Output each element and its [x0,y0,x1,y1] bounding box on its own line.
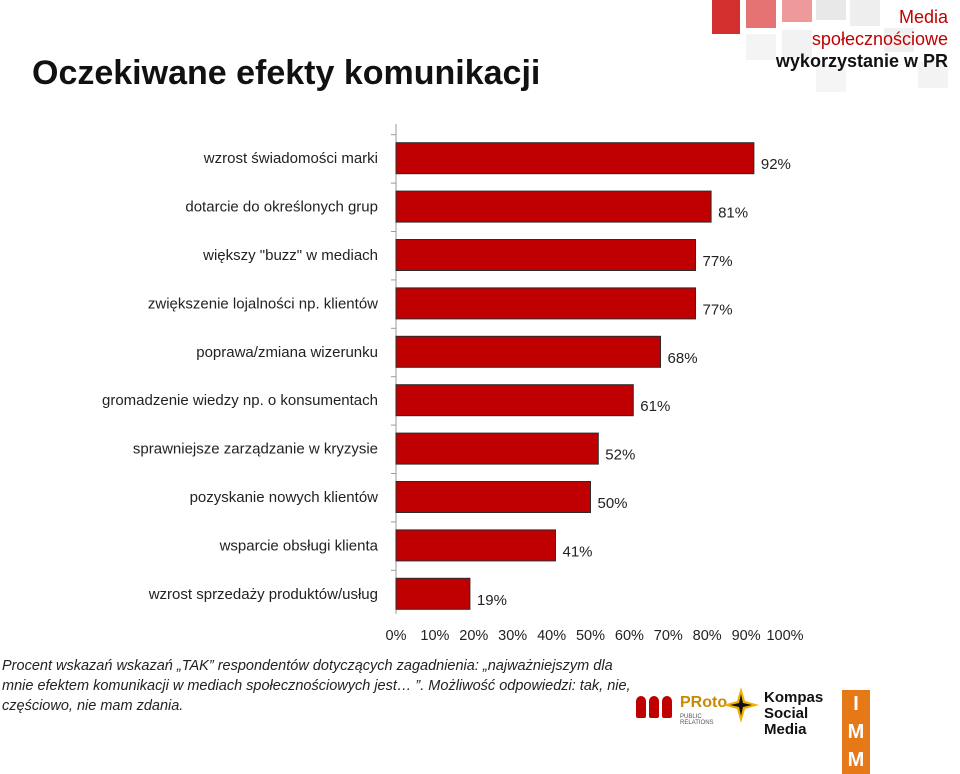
category-label: sprawniejsze zarządzanie w kryzysie [133,441,378,458]
value-label: 68% [668,350,698,367]
bar [395,481,591,513]
value-label: 41% [562,543,592,560]
decor-square [712,0,740,34]
brand-line-2: społecznościowe [811,29,948,49]
decor-square [884,28,914,52]
x-tick-label: 90% [732,628,761,644]
bar [395,239,697,271]
x-tick-label: 70% [654,628,683,644]
decor-square [816,0,846,20]
bar [395,190,712,223]
x-tick-label: 40% [537,628,566,644]
imm-logo: IMM [842,690,872,774]
chart-caption: Procent wskazań wskazań „TAK” respondent… [2,658,631,714]
person-icon [636,696,646,718]
value-label: 77% [703,301,733,318]
kompas-logo-text: Kompas Social Media [764,690,852,738]
person-icon [662,696,672,718]
x-tick-label: 80% [693,628,722,644]
kompas-logo-line1: Kompas [764,689,824,706]
value-label: 19% [477,592,507,609]
decor-square [782,30,812,58]
bar [395,384,634,417]
page-title: Oczekiwane efekty komunikacji [32,54,541,92]
value-label: 50% [598,495,628,512]
compass-star-icon [723,687,759,723]
decor-square [918,62,948,88]
decor-square [782,0,812,22]
value-label: 77% [703,253,733,270]
bar [395,577,471,610]
x-tick-label: 100% [766,628,803,644]
category-label: większy "buzz" w mediach [202,247,378,264]
bar [395,432,599,465]
imm-logo-letter: I [842,690,870,718]
decor-square [746,34,776,60]
value-label: 81% [718,205,748,222]
bar-chart: wzrost świadomości marki 92% dotarcie do o… [102,124,804,644]
x-tick-label: 50% [576,628,605,644]
category-label: gromadzenie wiedzy np. o konsumentach [102,392,378,409]
value-label: 52% [605,447,635,464]
decor-square [746,0,776,28]
x-tick-label: 0% [386,628,407,644]
bar [395,287,697,320]
category-label: wzrost sprzedaży produktów/usług [148,586,378,603]
x-tick-label: 60% [615,628,644,644]
kompas-logo-line2: Social Media [764,705,809,738]
category-label: dotarcie do określonych grup [185,199,378,216]
x-tick-label: 30% [498,628,527,644]
category-label: wzrost świadomości marki [203,150,378,167]
x-tick-label: 20% [459,628,488,644]
imm-logo-letter: M [842,718,870,746]
kompas-logo: Kompas Social Media [722,686,852,738]
brand-line-1: Media [898,7,948,27]
proto-logo-text: PRoto [680,694,728,711]
x-tick-label: 10% [420,628,449,644]
bar [395,529,556,562]
brand-header: Media społecznościowe wykorzystanie w PR [776,6,948,72]
proto-logo: PRoto PUBLIC RELATIONS [636,688,727,726]
decor-square [850,0,880,26]
imm-logo-letter: M [842,746,870,774]
category-label: wsparcie obsługi klienta [219,537,379,554]
proto-logo-subtext: PUBLIC RELATIONS [680,714,714,726]
decor-square [816,64,846,92]
brand-line-3: wykorzystanie w PR [775,51,948,71]
value-label: 92% [761,156,791,173]
bar [395,142,755,175]
value-label: 61% [640,398,670,415]
bar [395,335,662,368]
category-label: poprawa/zmiana wizerunku [196,344,378,361]
category-label: zwiększenie lojalności np. klientów [148,295,378,312]
person-icon [649,696,659,718]
category-label: pozyskanie nowych klientów [190,489,379,506]
